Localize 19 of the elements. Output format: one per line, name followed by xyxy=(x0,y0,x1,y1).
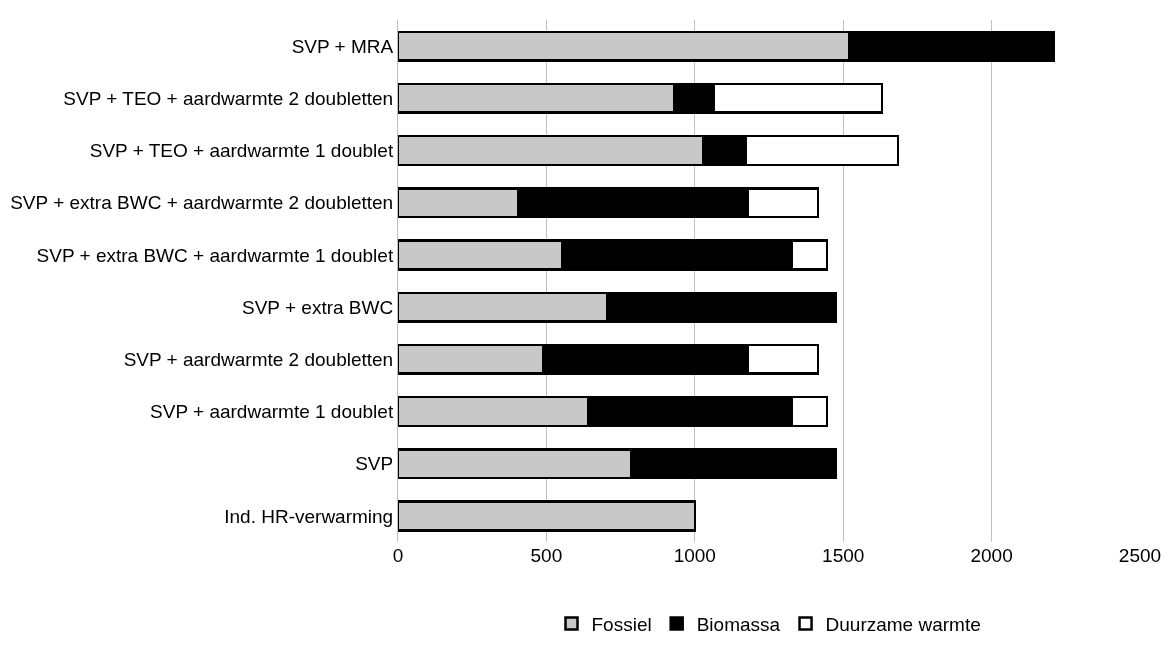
legend-label: Fossiel xyxy=(591,613,652,635)
x-tick-label: 1000 xyxy=(673,545,716,566)
y-tick-label: SVP + extra BWC xyxy=(242,296,394,318)
legend-label: Duurzame warmte xyxy=(825,613,981,635)
x-tick-label: 1500 xyxy=(822,545,865,566)
y-tick-label: SVP + TEO + aardwarmte 1 doublet xyxy=(89,140,394,162)
y-tick-label: SVP + MRA xyxy=(291,35,394,57)
y-tick-label: SVP + aardwarmte 1 doublet xyxy=(150,401,394,423)
y-tick-label: SVP + extra BWC + aardwarmte 2 doubletten xyxy=(10,192,394,214)
y-tick-label: SVP + extra BWC + aardwarmte 1 doublet xyxy=(36,244,394,266)
legend-label: Biomassa xyxy=(696,613,781,635)
y-tick-label: Ind. HR-verwarming xyxy=(224,505,394,527)
y-tick-label: SVP + aardwarmte 2 doubletten xyxy=(123,348,394,370)
x-tick-label: 500 xyxy=(530,545,563,566)
x-tick-label: 2000 xyxy=(970,545,1013,566)
y-tick-label: SVP xyxy=(355,453,394,475)
y-tick-label: SVP + TEO + aardwarmte 2 doubletten xyxy=(63,87,394,109)
x-tick-label: 2500 xyxy=(1118,545,1162,566)
x-tick-label: 0 xyxy=(392,545,404,566)
